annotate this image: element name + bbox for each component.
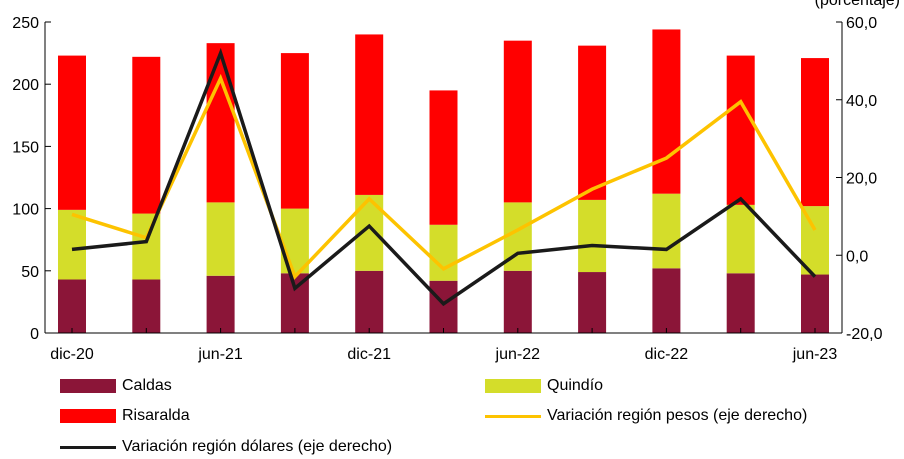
x-tick-label: dic-20 <box>50 346 94 363</box>
bar-caldas-7 <box>578 272 607 333</box>
bar-caldas-1 <box>132 279 161 333</box>
bar-caldas-4 <box>355 270 384 333</box>
right-tick-label: -20,0 <box>846 326 883 343</box>
bar-quindo-0 <box>58 209 86 280</box>
bar-risaralda-6 <box>503 40 532 203</box>
bar-quindo-1 <box>132 213 161 280</box>
bar-caldas-10 <box>801 274 829 333</box>
bar-risaralda-0 <box>58 55 86 210</box>
line-variacion-pesos <box>71 73 817 280</box>
left-tick-label: 250 <box>12 15 39 32</box>
bar-risaralda-2 <box>206 43 235 203</box>
right-tick-label: 60,0 <box>846 15 877 32</box>
x-tick-label: jun-22 <box>495 346 541 363</box>
x-tick-label: dic-22 <box>645 346 689 363</box>
bar-quindo-2 <box>206 202 235 276</box>
x-tick-label: jun-23 <box>792 346 838 363</box>
line-variacion-dolares <box>71 47 817 307</box>
bar-risaralda-8 <box>652 29 681 194</box>
right-tick-label: 0,0 <box>846 248 868 265</box>
bar-caldas-8 <box>652 268 681 333</box>
bar-caldas-6 <box>503 270 532 333</box>
bar-risaralda-7 <box>578 45 607 200</box>
bar-risaralda-1 <box>132 56 161 214</box>
bar-quindo-7 <box>578 199 607 273</box>
bar-risaralda-4 <box>355 34 384 195</box>
left-tick-label: 0 <box>30 326 39 343</box>
bar-quindo-9 <box>726 204 755 274</box>
bar-caldas-9 <box>726 273 755 333</box>
lines-layer <box>71 47 817 307</box>
bar-quindo-8 <box>652 193 681 269</box>
bar-risaralda-5 <box>429 90 458 225</box>
left-tick-label: 200 <box>12 77 39 94</box>
axes-layer: 0 50 100 150 200 250 -20,0 0,0 20,0 40,0 60,0 dic-2… <box>12 15 882 363</box>
bar-caldas-0 <box>58 279 86 333</box>
right-axis-label: (porcentaje) <box>815 0 900 9</box>
bars-layer <box>58 29 829 333</box>
x-tick-label: jun-21 <box>197 346 243 363</box>
right-tick-label: 40,0 <box>846 93 877 110</box>
bar-risaralda-10 <box>801 58 829 207</box>
bar-quindo-10 <box>801 206 829 275</box>
left-tick-label: 50 <box>21 264 39 281</box>
left-tick-label: 150 <box>12 139 39 156</box>
bar-caldas-2 <box>206 275 235 333</box>
bar-risaralda-9 <box>726 55 755 205</box>
left-tick-label: 100 <box>12 202 39 219</box>
x-tick-label: dic-21 <box>347 346 391 363</box>
bar-caldas-5 <box>429 280 458 333</box>
bar-risaralda-3 <box>280 53 309 209</box>
right-tick-label: 20,0 <box>846 171 877 188</box>
bar-quindo-5 <box>429 224 458 281</box>
bar-quindo-3 <box>280 208 309 274</box>
